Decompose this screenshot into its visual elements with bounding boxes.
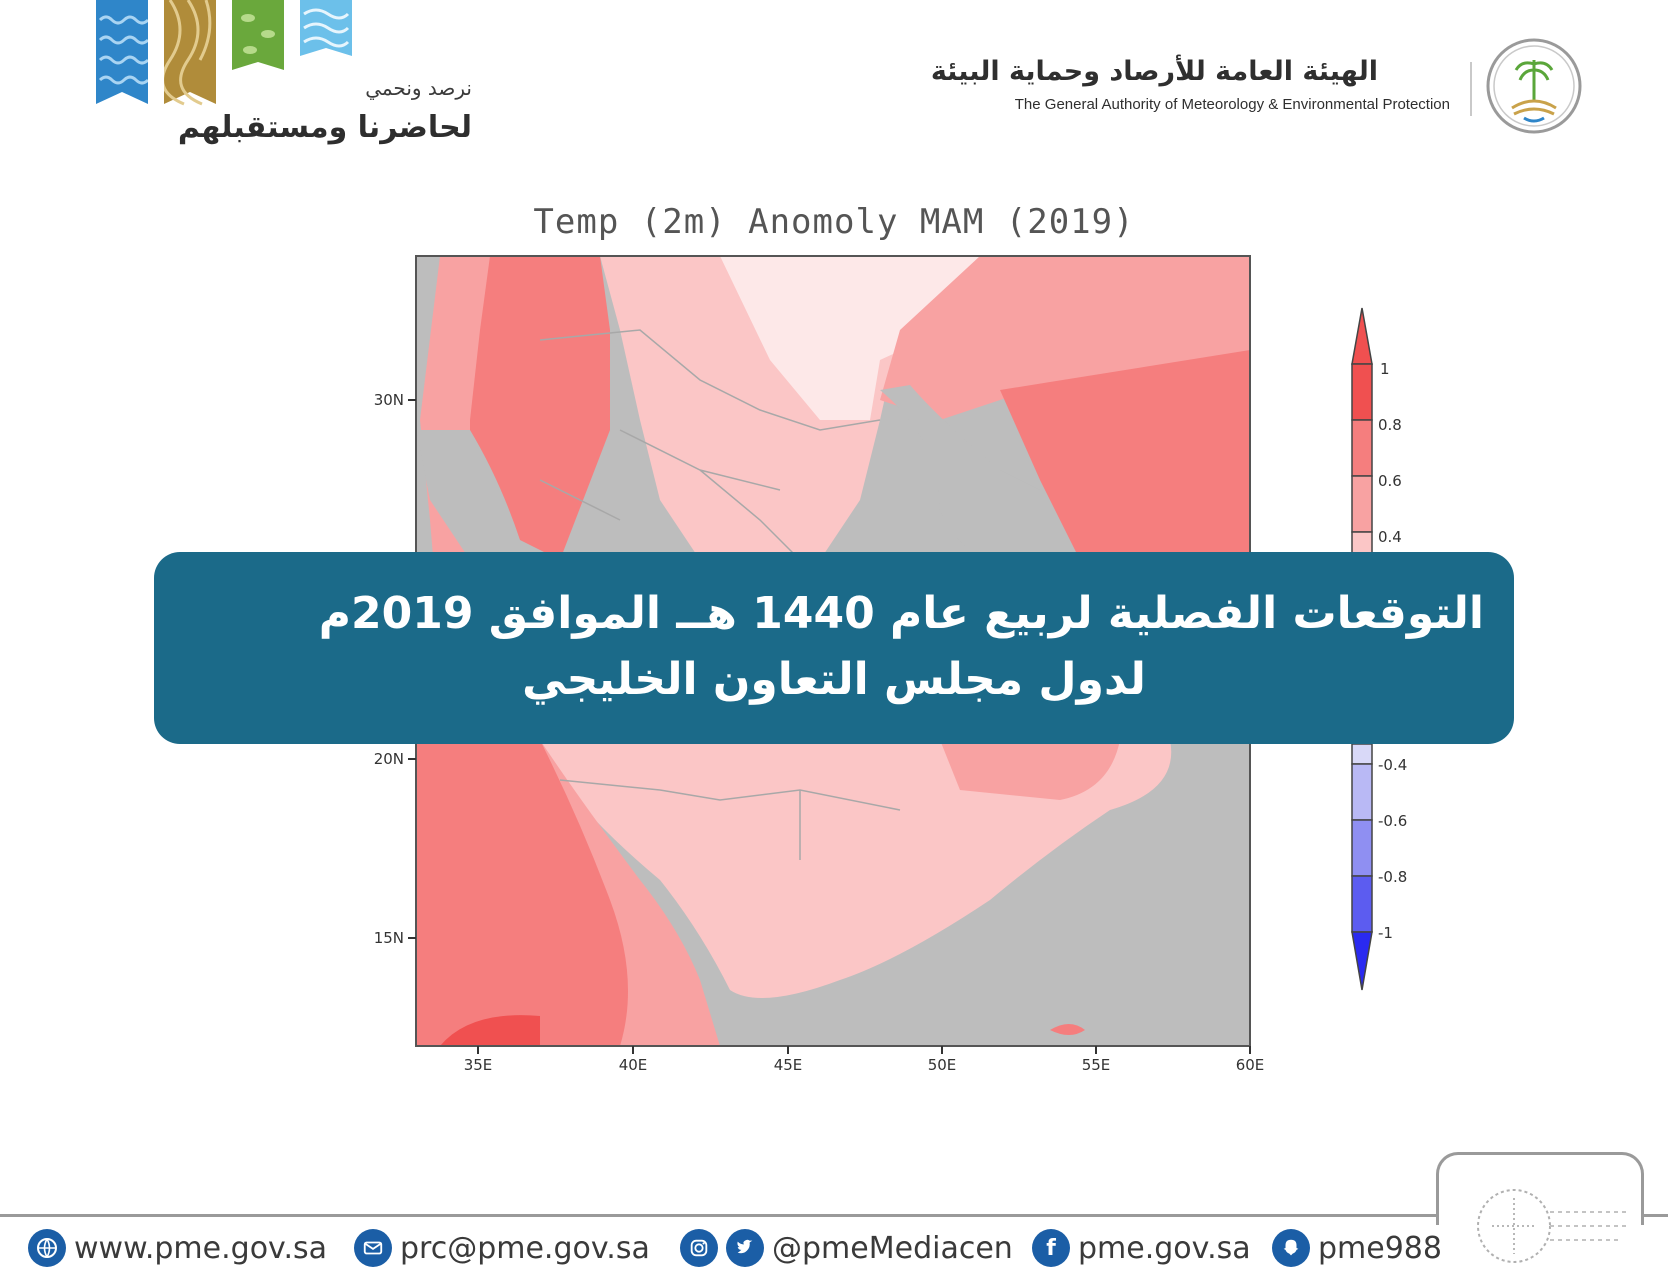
globe-icon [28, 1229, 66, 1267]
footer-email[interactable]: prc@pme.gov.sa [354, 1226, 650, 1270]
lat-label-15n: 15N [374, 929, 404, 947]
campaign-tagline-big: لحاضرنا ومستقبلهم [177, 110, 472, 145]
footer-divider [0, 1214, 1668, 1217]
facebook-icon: f [1032, 1229, 1070, 1267]
map-title: Temp (2m) Anomoly MAM (2019) [533, 202, 1135, 242]
colorbar-label-0-8: 0.8 [1378, 416, 1402, 434]
campaign-tagline-small: نرصد ونحمي [365, 76, 472, 100]
colorbar-seg-0-8 [1351, 419, 1373, 477]
colorbar-seg-neg-0-4 [1351, 763, 1373, 821]
footer-website[interactable]: www.pme.gov.sa [28, 1226, 327, 1270]
lon-label-45e: 45E [774, 1056, 803, 1074]
authority-name-english: The General Authority of Meteorology & E… [1014, 96, 1450, 113]
plant-banner-icon [232, 0, 284, 70]
anomaly-region-bottom-hotspot [440, 1015, 540, 1046]
facebook-text: pme.gov.sa [1078, 1230, 1251, 1266]
anomaly-region-south-peninsula [520, 740, 1172, 998]
overlay-title-box [154, 552, 1514, 744]
anomaly-region-north-strong [470, 256, 610, 560]
colorbar-seg-0-4 [1351, 531, 1373, 555]
digital-center-stamp [1477, 1189, 1630, 1263]
campaign-logo: نرصد ونحمي لحاضرنا ومستقبلهم [96, 0, 472, 150]
lon-label-60e: 60E [1236, 1056, 1265, 1074]
colorbar-label-neg-1: -1 [1378, 924, 1393, 942]
anomaly-region-island [1050, 1024, 1085, 1035]
snapchat-text: pme988 [1318, 1230, 1442, 1266]
footer-snapchat[interactable]: pme988 [1272, 1226, 1442, 1270]
colorbar-top-arrow [1351, 307, 1373, 365]
overlay-title-line1: التوقعات الفصلية لربيع عام 1440 هــ المو… [318, 588, 1484, 639]
authority-name-arabic: الهيئة العامة للأرصاد وحماية البيئة [930, 56, 1378, 87]
instagram-icon [680, 1229, 718, 1267]
email-text: prc@pme.gov.sa [400, 1230, 650, 1266]
lon-label-35e: 35E [464, 1056, 493, 1074]
footer-social[interactable]: @pmeMediacen [680, 1226, 1013, 1270]
lat-label-30n: 30N [374, 391, 404, 409]
lat-label-20n: 20N [374, 750, 404, 768]
colorbar-label-1: 1 [1380, 360, 1390, 378]
anomaly-region-northeast [880, 256, 1250, 420]
colorbar-seg-neg-0-8 [1351, 875, 1373, 933]
colorbar-label-neg-0-6: -0.6 [1378, 812, 1407, 830]
lon-label-40e: 40E [619, 1056, 648, 1074]
colorbar-label-0-6: 0.6 [1378, 472, 1402, 490]
air-banner-icon [300, 0, 352, 56]
colorbar-label-0-4: 0.4 [1378, 528, 1402, 546]
anomaly-region-south-east-pink [940, 740, 1120, 800]
twitter-icon [726, 1229, 764, 1267]
colorbar-seg-0-6 [1351, 475, 1373, 533]
header-divider [1470, 62, 1472, 116]
website-text: www.pme.gov.sa [74, 1230, 328, 1266]
sand-banner-icon [164, 0, 216, 106]
colorbar: 1 0.8 0.6 0.4 -0.4 -0.6 -0.8 -1 [1351, 307, 1407, 991]
country-borders [539, 329, 901, 860]
colorbar-bottom-arrow [1351, 931, 1373, 991]
authority-emblem-icon [1486, 38, 1582, 134]
anomaly-region-southwest-strong [416, 740, 628, 1046]
lon-label-50e: 50E [928, 1056, 957, 1074]
snapchat-icon [1272, 1229, 1310, 1267]
longitude-axis: 35E 40E 45E 50E 55E 60E [464, 1046, 1265, 1074]
footer-facebook[interactable]: f pme.gov.sa [1032, 1226, 1251, 1270]
colorbar-seg-1 [1351, 363, 1373, 421]
anomaly-region-gulf-gray [880, 385, 1040, 560]
latitude-axis: 30N 20N 15N [374, 391, 416, 947]
overlay-title-line2: لدول مجلس التعاون الخليجي [522, 654, 1146, 705]
water-banner-icon [96, 0, 148, 104]
colorbar-label-neg-0-4: -0.4 [1378, 756, 1407, 774]
anomaly-region-east-strong [1000, 350, 1250, 560]
lon-label-55e: 55E [1082, 1056, 1111, 1074]
social-handle-text: @pmeMediacen [772, 1230, 1013, 1266]
anomaly-region-red-sea-gray [416, 430, 560, 560]
colorbar-label-neg-0-8: -0.8 [1378, 868, 1407, 886]
envelope-icon [354, 1229, 392, 1267]
colorbar-seg-neg-0-2 [1351, 743, 1373, 765]
colorbar-seg-neg-0-6 [1351, 819, 1373, 877]
